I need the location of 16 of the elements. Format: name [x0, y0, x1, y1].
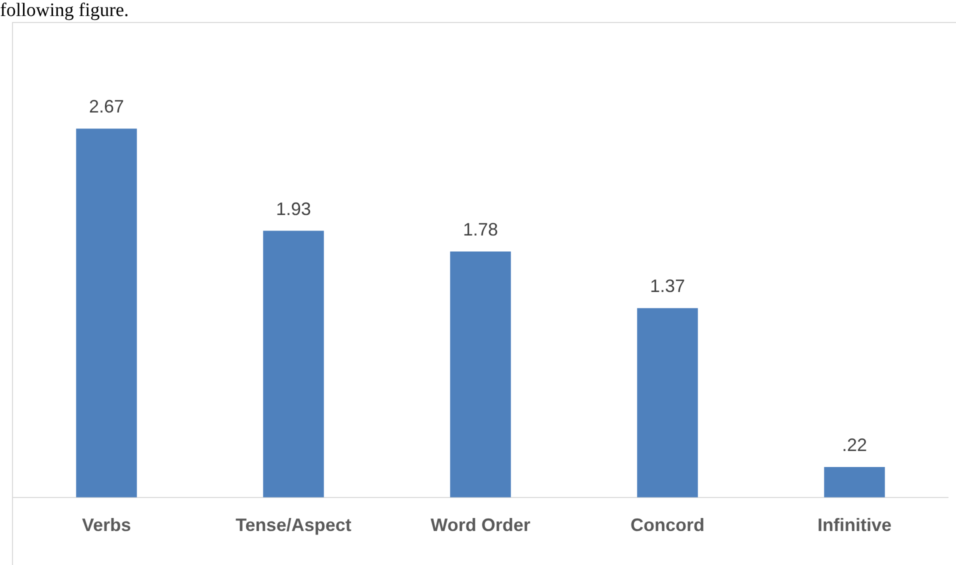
- data-label: 2.67: [88, 96, 124, 117]
- x-tick-label: Tense/Aspect: [236, 515, 352, 536]
- bar: [824, 467, 885, 498]
- x-tick-label: Infinitive: [817, 515, 892, 536]
- x-tick-label: Concord: [630, 515, 704, 536]
- text: following figure.: [0, 0, 129, 21]
- data-label: .22: [842, 434, 868, 455]
- bar: [263, 230, 324, 498]
- data-label: 1.37: [650, 276, 686, 296]
- bar: [76, 128, 137, 498]
- data-label: 1.78: [462, 219, 498, 240]
- data-label: 1.93: [276, 198, 312, 219]
- bar: [637, 308, 698, 498]
- x-tick-label: Verbs: [82, 515, 132, 536]
- bar: [450, 252, 511, 498]
- x-tick-label: Word Order: [430, 515, 530, 536]
